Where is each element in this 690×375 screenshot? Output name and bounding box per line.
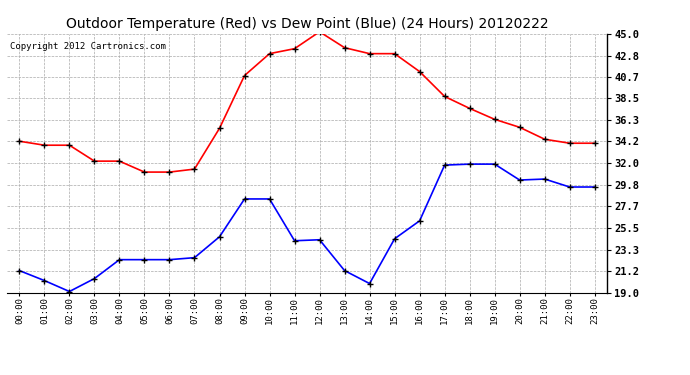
Text: Copyright 2012 Cartronics.com: Copyright 2012 Cartronics.com [10, 42, 166, 51]
Title: Outdoor Temperature (Red) vs Dew Point (Blue) (24 Hours) 20120222: Outdoor Temperature (Red) vs Dew Point (… [66, 17, 549, 31]
